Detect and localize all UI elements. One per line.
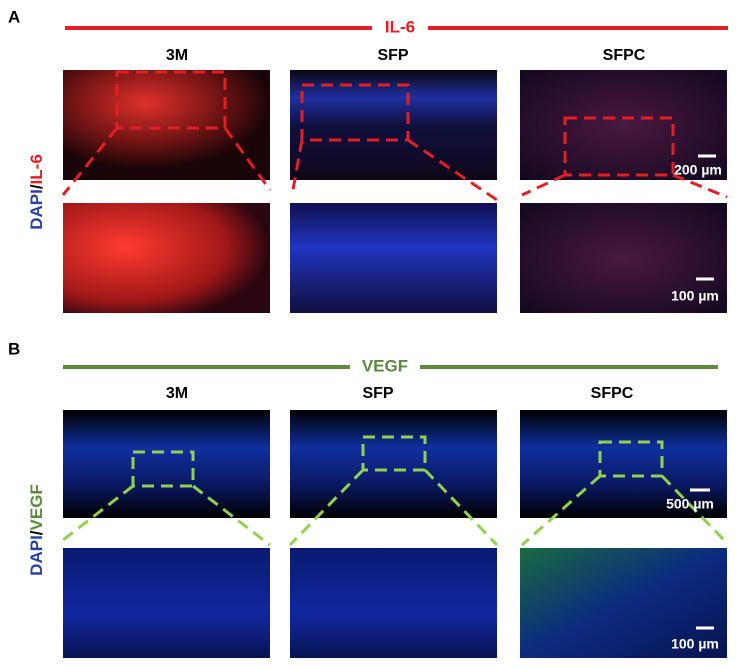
column-title: 3M — [166, 47, 188, 64]
zoom-lines — [62, 468, 729, 547]
panel-label: A — [8, 7, 20, 26]
micrograph — [520, 203, 727, 313]
column-title: SFP — [377, 47, 408, 64]
zoom-box — [598, 440, 664, 478]
marker-title: IL-6 — [385, 17, 415, 36]
column-title: SFPC — [603, 47, 646, 64]
zoom-box — [361, 435, 427, 472]
column-title: SFPC — [591, 385, 634, 402]
panel-label: B — [8, 339, 20, 358]
y-label: DAPI/VEGF — [27, 484, 46, 576]
marker-title: VEGF — [362, 356, 408, 375]
micrograph — [290, 548, 497, 658]
scale-label: 100 µm — [671, 636, 719, 652]
micrograph — [520, 410, 727, 518]
micrograph — [63, 410, 270, 518]
micrograph — [290, 70, 497, 180]
zoom-box — [115, 70, 227, 130]
micrograph — [63, 70, 270, 180]
scale-label: 100 µm — [671, 288, 719, 304]
micrograph — [290, 203, 497, 313]
micrograph — [290, 410, 497, 518]
zoom-lines — [61, 127, 728, 202]
micrograph — [63, 548, 270, 658]
micrograph — [520, 70, 727, 180]
zoom-box — [563, 116, 675, 177]
scale-label: 200 µm — [674, 162, 722, 178]
scale-label: 500 µm — [666, 496, 714, 512]
column-title: SFP — [362, 385, 393, 402]
zoom-box — [300, 83, 410, 142]
column-title: 3M — [166, 385, 188, 402]
micrograph — [520, 548, 727, 658]
y-label: DAPI/IL-6 — [27, 154, 46, 230]
micrograph — [63, 203, 270, 313]
zoom-box — [131, 450, 195, 488]
